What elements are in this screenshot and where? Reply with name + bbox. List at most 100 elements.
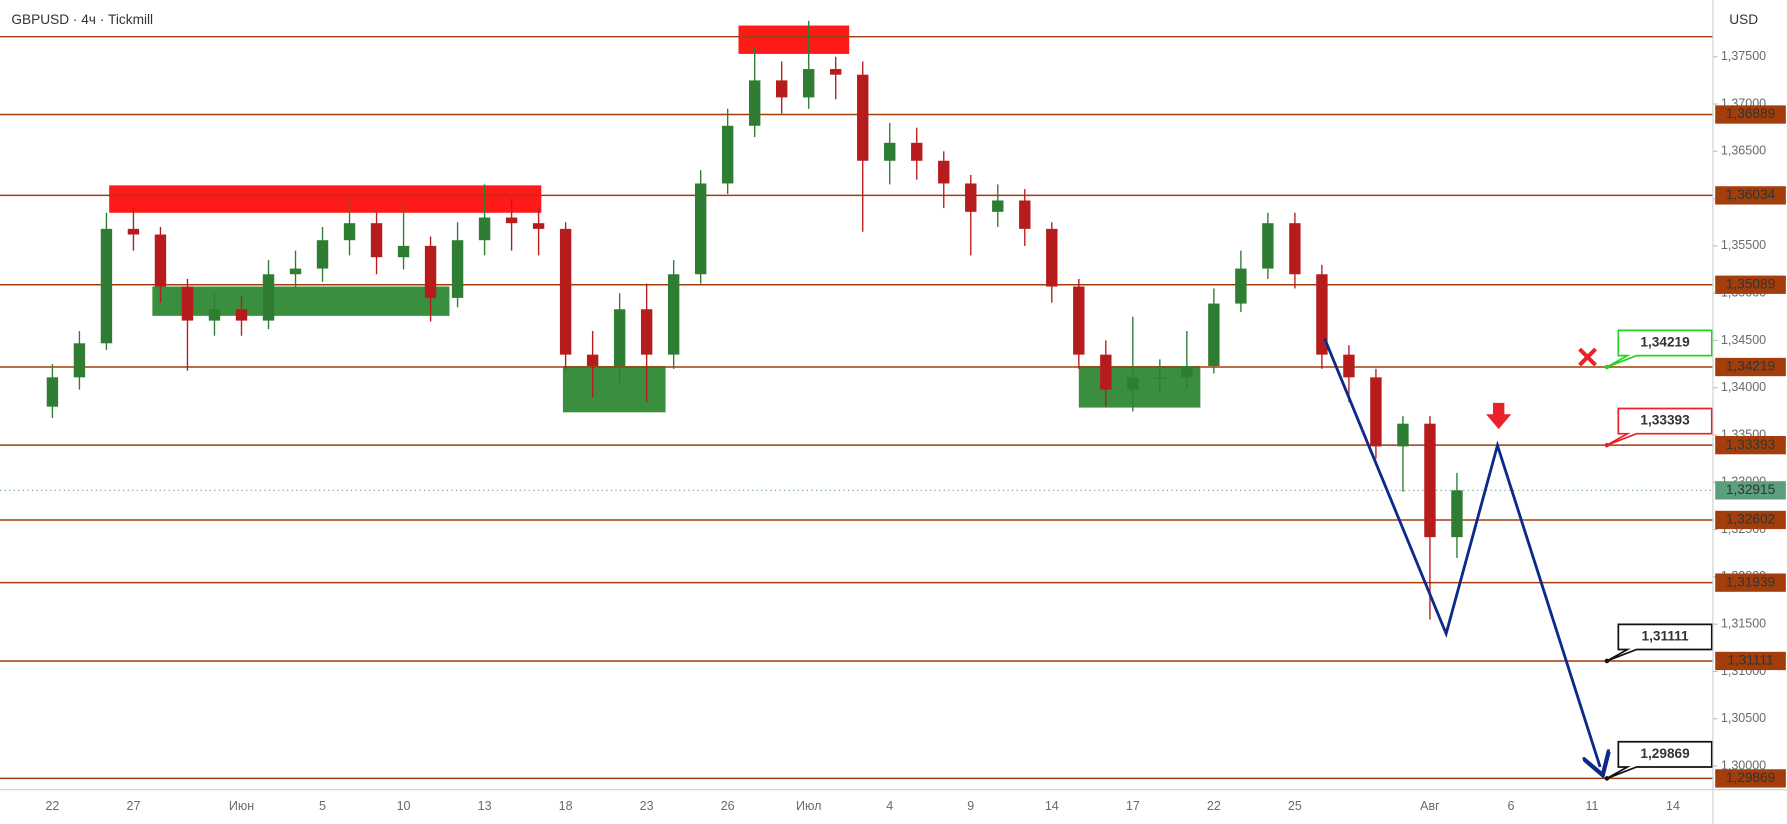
chart-title: GBPUSD · 4ч · Tickmill — [11, 12, 153, 27]
candle-body — [397, 245, 410, 258]
candle-body — [613, 309, 626, 366]
last-price-label: 1,32915 — [1726, 482, 1776, 497]
y-tick-label: 1,37500 — [1721, 49, 1766, 63]
level-tag — [1715, 573, 1786, 592]
annotation-callout — [1606, 740, 1713, 780]
candle-body — [1343, 354, 1355, 378]
level-tag — [1715, 510, 1786, 530]
candle-body — [154, 234, 167, 287]
zone — [562, 365, 666, 413]
x-tick-label: 11 — [1586, 799, 1599, 813]
annotation-label: 1,33393 — [1640, 413, 1690, 428]
x-tick-label: 14 — [1666, 799, 1680, 813]
candle-body — [478, 217, 491, 241]
zone — [109, 185, 542, 213]
annotation-label: 1,34219 — [1640, 335, 1690, 350]
level-tag-label: 1,35089 — [1726, 276, 1775, 291]
level-tag — [1715, 186, 1786, 205]
candle-body — [1046, 228, 1058, 287]
x-tick-label: 9 — [967, 799, 974, 813]
x-tick-label: 22 — [1207, 799, 1221, 813]
y-tick-label: 1,34000 — [1721, 380, 1766, 394]
candle-body — [721, 125, 734, 184]
candle-body — [965, 183, 977, 212]
candle-body — [586, 354, 599, 366]
candle-body — [235, 309, 248, 321]
x-tick-label: 4 — [886, 799, 893, 813]
x-tick-label: 25 — [1288, 799, 1302, 813]
candle-body — [1208, 303, 1220, 366]
x-tick-label: 27 — [126, 799, 140, 813]
candle-body — [289, 268, 302, 275]
candle-body — [370, 223, 383, 258]
candle-body — [100, 228, 113, 344]
level-tag — [1715, 769, 1786, 788]
candle-body — [884, 142, 896, 161]
candle-body — [694, 183, 707, 275]
x-tick-label: 6 — [1507, 799, 1514, 813]
annotation-label: 1,31111 — [1641, 629, 1688, 644]
level-tag-label: 1,29869 — [1726, 770, 1775, 785]
level-tag-label: 1,31939 — [1726, 574, 1775, 589]
candle-body — [424, 245, 437, 298]
candle-body — [451, 240, 464, 298]
annotation-callout — [1606, 407, 1713, 446]
x-tick-label: 14 — [1045, 799, 1059, 813]
candle-body — [830, 69, 842, 75]
x-tick-label: 13 — [478, 799, 492, 813]
invalidated-mark — [1578, 347, 1597, 367]
zone — [1078, 365, 1201, 408]
zone — [152, 286, 450, 316]
candle-body — [1262, 223, 1274, 269]
candle-body — [127, 228, 140, 235]
level-tag — [1715, 357, 1786, 377]
candle-body — [1235, 268, 1247, 304]
x-tick-label: Июн — [229, 799, 254, 813]
annotation-label: 1,29869 — [1640, 746, 1690, 761]
projection-path — [1323, 338, 1601, 767]
y-tick-label: 1,36500 — [1721, 144, 1766, 158]
candle-body — [1100, 354, 1112, 390]
candle-body — [640, 309, 653, 355]
currency: USD — [1729, 12, 1758, 27]
level-tag — [1715, 105, 1786, 124]
candle-body — [316, 240, 329, 269]
level-tag-label: 1,36889 — [1726, 106, 1775, 121]
candle-body — [181, 286, 194, 321]
y-tick-label: 1,30000 — [1721, 758, 1766, 772]
level-tag — [1715, 275, 1786, 294]
candle-body — [262, 274, 275, 321]
annotation-callout — [1606, 329, 1713, 368]
sell-arrow — [1486, 402, 1512, 430]
level-tag-label: 1,34219 — [1726, 359, 1775, 374]
level-tag — [1715, 435, 1786, 455]
y-tick-label: 1,34500 — [1721, 333, 1766, 347]
candle-body — [1370, 377, 1382, 447]
candle-body — [938, 160, 950, 184]
candle-body — [667, 274, 680, 355]
level-tag-label: 1,33393 — [1726, 437, 1776, 452]
candle-body — [208, 309, 221, 321]
candle-body — [803, 69, 815, 98]
x-tick-label: 5 — [319, 799, 326, 813]
x-tick-label: Авг — [1420, 799, 1440, 813]
annotation-callout — [1606, 623, 1713, 662]
x-tick-label: 22 — [45, 799, 59, 813]
level-tag-label: 1,32602 — [1726, 512, 1775, 527]
candle-body — [1154, 377, 1166, 379]
candle-body — [73, 343, 86, 378]
last-price-tag — [1715, 481, 1786, 500]
candle-body — [1451, 490, 1463, 538]
zone — [738, 25, 850, 54]
level-tag-label: 1,36034 — [1726, 187, 1776, 202]
x-tick-label: 23 — [640, 799, 654, 813]
level-tag — [1715, 651, 1786, 671]
plot: 1,375001,370001,365001,360001,355001,350… — [0, 20, 1766, 813]
candle-body — [505, 217, 518, 224]
candle-body — [776, 80, 788, 98]
candle-body — [532, 223, 545, 229]
candle-body — [1181, 365, 1193, 378]
